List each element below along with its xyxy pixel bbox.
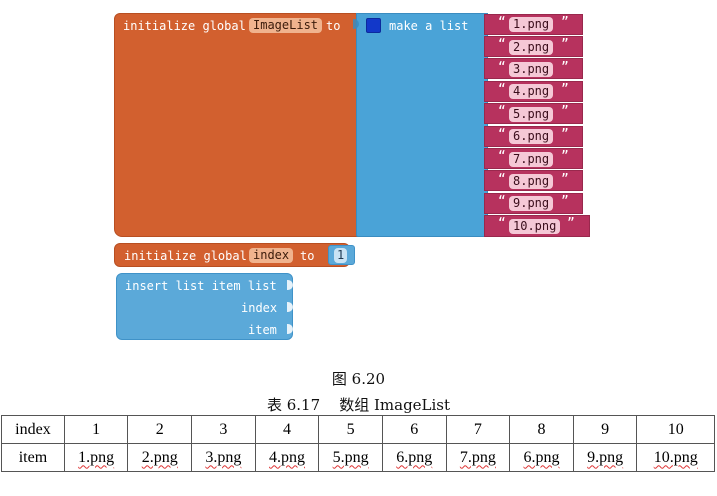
table-cell: 6 — [381, 415, 447, 444]
index-socket[interactable] — [287, 302, 293, 312]
init-global-label: initialize global — [123, 19, 246, 33]
table-cell: 9.png — [572, 443, 638, 472]
insert-list-item-label: insert list item list — [125, 279, 277, 293]
close-quote: ” — [561, 172, 569, 187]
table-row-index: index 1 2 3 4 5 6 7 8 9 10 — [1, 415, 715, 444]
table-row-item: item 1.png 2.png 3.png 4.png 5.png 6.png… — [1, 443, 715, 472]
string-value[interactable]: 7.png — [509, 152, 554, 167]
table-cell: 8 — [509, 415, 574, 444]
close-quote: ” — [561, 127, 569, 142]
variable-name-imagelist[interactable]: ImageList — [249, 18, 323, 33]
to-label: to — [300, 249, 315, 263]
table-cell: 6.png — [509, 443, 574, 472]
string-value[interactable]: 9.png — [509, 196, 554, 211]
table-cell: 5.png — [318, 443, 383, 472]
table-cell: 3.png — [191, 443, 256, 472]
string-value[interactable]: 3.png — [509, 62, 554, 77]
figure-caption: 图 6.20 — [331, 370, 386, 388]
close-quote: ” — [561, 149, 569, 164]
table-cell: 3 — [191, 415, 256, 444]
cell-text: 6.png — [523, 448, 560, 466]
close-quote: ” — [561, 194, 569, 209]
table-cell: 4.png — [254, 443, 320, 472]
table-cell: 7 — [445, 415, 511, 444]
table-cell: 5 — [318, 415, 383, 444]
variable-name-index[interactable]: index — [249, 248, 294, 263]
imagelist-table: index 1 2 3 4 5 6 7 8 9 10 item 1.png 2.… — [1, 415, 715, 472]
table-cell: 2 — [127, 415, 193, 444]
open-quote: “ — [498, 127, 506, 142]
table-cell: index — [1, 415, 65, 444]
number-value[interactable]: 1 — [334, 248, 348, 263]
table-cell: 2.png — [127, 443, 193, 472]
open-quote: “ — [498, 149, 506, 164]
open-quote: “ — [498, 82, 506, 97]
close-quote: ” — [567, 216, 575, 231]
list-input-notch — [353, 19, 359, 29]
init-global-imagelist-block[interactable] — [114, 13, 359, 237]
make-a-list-block[interactable] — [356, 13, 488, 237]
open-quote: “ — [498, 104, 506, 119]
open-quote: “ — [498, 172, 506, 187]
table-cell: 1.png — [63, 443, 129, 472]
cell-text: 10.png — [653, 448, 698, 466]
close-quote: ” — [561, 60, 569, 75]
string-value[interactable]: 4.png — [509, 84, 554, 99]
close-quote: ” — [561, 15, 569, 30]
open-quote: “ — [498, 216, 506, 231]
table-cell: 4 — [254, 415, 320, 444]
open-quote: “ — [498, 37, 506, 52]
string-value[interactable]: 2.png — [509, 40, 554, 55]
init-global-index-block[interactable] — [114, 243, 350, 267]
cell-text: 1.png — [78, 448, 115, 466]
close-quote: ” — [561, 104, 569, 119]
string-value[interactable]: 6.png — [509, 129, 554, 144]
insert-list-item-block[interactable] — [116, 273, 293, 340]
close-quote: ” — [561, 37, 569, 52]
cell-text: 3.png — [205, 448, 242, 466]
make-a-list-label: make a list — [389, 19, 469, 33]
cell-text: 7.png — [459, 448, 496, 466]
cell-text: 4.png — [269, 448, 306, 466]
open-quote: “ — [498, 15, 506, 30]
init-global-label: initialize global — [124, 249, 247, 263]
open-quote: “ — [498, 194, 506, 209]
table-cell: 6.png — [381, 443, 447, 472]
table-cell: item — [1, 443, 65, 472]
to-label: to — [326, 19, 341, 33]
table-cell: 10.png — [636, 443, 715, 472]
string-value[interactable]: 10.png — [509, 219, 561, 234]
table-cell: 9 — [572, 415, 638, 444]
cell-text: 6.png — [396, 448, 433, 466]
index-socket-label: index — [241, 301, 278, 315]
string-value[interactable]: 1.png — [509, 17, 554, 32]
string-value[interactable]: 5.png — [509, 107, 554, 122]
open-quote: “ — [498, 60, 506, 75]
table-cell: 7.png — [445, 443, 511, 472]
item-socket-label: item — [248, 323, 277, 337]
table-caption: 表 6.17 数组 ImageList — [266, 396, 451, 414]
gear-icon[interactable] — [366, 18, 381, 33]
list-socket[interactable] — [287, 280, 293, 290]
cell-text: 9.png — [587, 448, 624, 466]
table-cell: 10 — [636, 415, 715, 444]
cell-text: 2.png — [141, 448, 178, 466]
cell-text: 5.png — [332, 448, 369, 466]
close-quote: ” — [561, 82, 569, 97]
string-value[interactable]: 8.png — [509, 174, 554, 189]
table-cell: 1 — [63, 415, 129, 444]
item-socket[interactable] — [287, 324, 293, 334]
